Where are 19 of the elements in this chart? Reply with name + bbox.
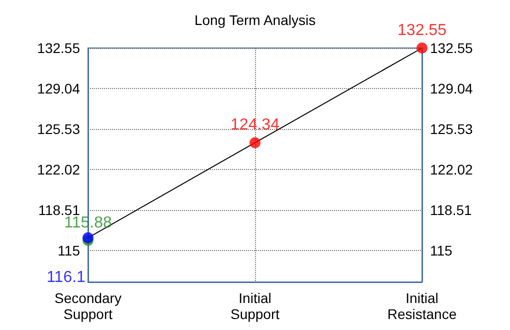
y-tick-label: 132.55 bbox=[37, 40, 80, 56]
y-tick-label: 125.53 bbox=[37, 121, 80, 137]
y2-tick-label: 122.02 bbox=[430, 162, 474, 178]
y2-tick-label: 115 bbox=[430, 242, 453, 258]
data-label: 116.1 bbox=[46, 268, 86, 286]
x-tick-label: Secondary Support bbox=[54, 290, 122, 322]
y2-tick-label: 125.53 bbox=[430, 121, 474, 137]
y2-tick-label: 132.55 bbox=[430, 40, 474, 56]
y-tick-label: 122.02 bbox=[37, 162, 80, 178]
y-tick-label: 129.04 bbox=[37, 80, 80, 96]
x-tick-label: Initial Resistance bbox=[387, 290, 457, 322]
chart-title: Long Term Analysis bbox=[194, 12, 316, 28]
y-tick-label: 118.51 bbox=[38, 202, 80, 218]
y2-tick-label: 129.04 bbox=[430, 80, 474, 96]
data-label: 132.55 bbox=[398, 22, 447, 39]
y2-tick-label: 118.51 bbox=[430, 202, 472, 218]
y-tick-label: 115 bbox=[58, 242, 80, 258]
data-label: 124.34 bbox=[230, 116, 280, 134]
x-tick-label: Initial Support bbox=[230, 290, 280, 322]
